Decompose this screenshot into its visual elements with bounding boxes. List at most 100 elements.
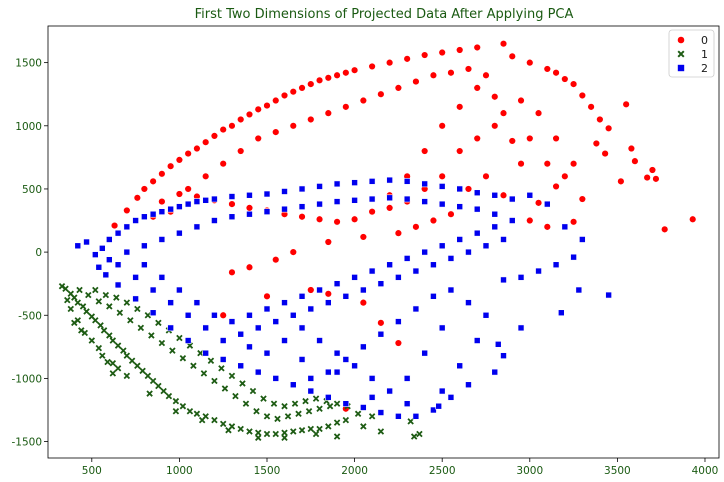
data-point [179, 354, 187, 362]
data-point [377, 409, 385, 416]
data-point [420, 51, 429, 59]
data-point [526, 191, 534, 199]
data-point [312, 395, 320, 402]
data-point [123, 206, 131, 215]
data-point [134, 362, 141, 370]
data-point [569, 159, 578, 168]
data-point [579, 236, 586, 243]
data-point [254, 368, 262, 376]
data-point [333, 71, 341, 79]
data-point [552, 261, 560, 269]
data-point [99, 352, 106, 359]
x-tick-label: 2500 [429, 465, 456, 477]
data-point [270, 400, 278, 407]
data-point [149, 377, 157, 385]
data-point [221, 385, 229, 392]
data-point [569, 218, 578, 226]
data-point [260, 395, 267, 402]
data-point [534, 109, 543, 117]
data-point [237, 330, 245, 338]
data-point [456, 46, 464, 54]
data-point [315, 215, 324, 223]
data-point [351, 179, 358, 186]
x-axis: 500 1000 1500 2000 2500 3000 3500 4000 [82, 458, 719, 477]
data-point [307, 305, 315, 313]
data-point [190, 362, 197, 370]
data-point [403, 178, 411, 185]
data-point [109, 337, 117, 344]
data-point [482, 242, 490, 250]
data-point [543, 223, 552, 231]
data-point [114, 281, 122, 289]
data-point [97, 322, 104, 329]
data-point [114, 342, 122, 349]
data-point [201, 172, 210, 181]
data-point [421, 180, 428, 188]
data-point [447, 210, 455, 218]
data-point [326, 402, 334, 410]
data-point [395, 274, 402, 281]
data-point [169, 347, 176, 354]
data-point [543, 159, 552, 168]
legend-marker [677, 36, 685, 44]
data-point [201, 138, 210, 146]
data-point [298, 213, 306, 221]
data-point [412, 223, 420, 231]
data-point [158, 236, 166, 243]
data-point [643, 173, 651, 182]
x-tick-label: 4000 [692, 465, 719, 477]
data-point [456, 103, 464, 111]
data-point [526, 134, 534, 143]
data-point [85, 291, 92, 299]
x-tick-label: 1500 [254, 465, 281, 477]
data-point [211, 195, 218, 203]
data-point [95, 344, 103, 352]
data-point [491, 93, 499, 101]
data-point [333, 400, 341, 407]
data-point [228, 372, 236, 380]
data-point [605, 291, 612, 299]
data-point [88, 337, 96, 344]
data-point [302, 397, 309, 405]
data-point [526, 58, 534, 67]
data-point [184, 311, 192, 319]
data-point [517, 324, 525, 332]
data-point [360, 343, 367, 351]
data-point [482, 172, 490, 181]
data-point [592, 139, 601, 148]
data-point [184, 337, 192, 344]
data-point [272, 430, 279, 438]
data-point [228, 122, 236, 130]
data-point [543, 65, 552, 73]
data-point [517, 274, 525, 281]
data-point [116, 309, 124, 316]
data-point [359, 298, 368, 307]
data-point [272, 128, 280, 136]
data-point [473, 189, 481, 197]
data-point [228, 318, 236, 325]
data-point [102, 291, 110, 299]
data-point [333, 198, 341, 205]
y-axis: -1500 -1000 -500 0 500 1000 1500 [11, 58, 48, 449]
data-point [228, 213, 236, 221]
data-point [395, 318, 402, 325]
data-point [482, 311, 490, 319]
data-point [403, 255, 411, 262]
data-point [394, 339, 403, 347]
data-point [473, 337, 481, 344]
data-point [368, 207, 376, 216]
data-point [631, 157, 639, 165]
x-tick-label: 1000 [166, 465, 193, 477]
data-point [307, 387, 315, 395]
data-point [438, 242, 446, 250]
data-point [289, 87, 297, 96]
x-tick-label: 2000 [341, 465, 368, 477]
data-point [491, 122, 499, 130]
data-point [360, 423, 367, 430]
data-point [494, 341, 502, 348]
data-point [137, 324, 145, 332]
y-tick-label: 500 [22, 184, 42, 196]
legend-label: 0 [701, 34, 708, 47]
data-point [333, 419, 341, 426]
